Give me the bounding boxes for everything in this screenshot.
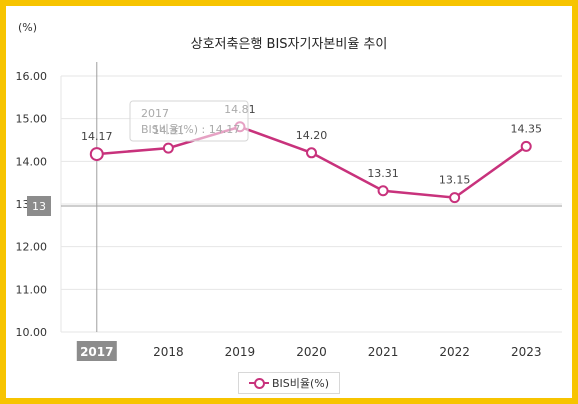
- y-tick-label: 14.00: [16, 155, 48, 168]
- x-tick-label: 2019: [225, 345, 256, 359]
- data-point[interactable]: [377, 185, 389, 197]
- crosshair-y-label: 13: [32, 200, 46, 213]
- data-point[interactable]: [306, 147, 317, 159]
- data-label: 14.35: [510, 122, 542, 135]
- y-tick-label: 12.00: [16, 241, 48, 254]
- x-tick-label: 2021: [368, 345, 399, 359]
- x-tick-label: 2023: [511, 345, 542, 359]
- legend-label: BIS비율(%): [271, 377, 330, 390]
- data-label: 13.31: [367, 167, 399, 180]
- data-label: 13.15: [439, 174, 471, 187]
- crosshair-y-label-box: [27, 196, 51, 216]
- x-tick-label: 2018: [153, 345, 184, 359]
- x-axis-ticks: 2017 2018 2019 2020 2021 2022 2023: [76, 341, 542, 361]
- data-point[interactable]: [520, 140, 532, 152]
- legend-marker-icon: [248, 378, 269, 389]
- tooltip-text: BIS비율(%) : 14.17: [141, 123, 240, 136]
- y-tick-label: 11.00: [16, 283, 48, 296]
- data-point[interactable]: [449, 192, 461, 204]
- legend-item-bis[interactable]: BIS비율(%): [238, 372, 340, 394]
- data-point[interactable]: [89, 147, 104, 162]
- y-unit-label: (%): [18, 21, 37, 34]
- x-tick-highlight: [76, 341, 117, 361]
- tooltip-box: [129, 100, 249, 142]
- crosshair: 13: [27, 62, 562, 332]
- data-point[interactable]: [162, 142, 174, 154]
- tooltip: 2017 BIS비율(%) : 14.17: [129, 100, 249, 142]
- x-tick-label: 2017: [80, 345, 113, 359]
- data-label: 14.17: [81, 130, 113, 143]
- tooltip-title: 2017: [141, 107, 169, 120]
- y-tick-label: 16.00: [16, 70, 48, 83]
- y-tick-label: 15.00: [16, 113, 48, 126]
- x-tick-label: 2020: [296, 345, 327, 359]
- y-tick-label: 10.00: [16, 326, 48, 339]
- data-label: 14.20: [296, 129, 328, 142]
- chart-title: 상호저축은행 BIS자기자본비율 추이: [191, 36, 388, 52]
- x-tick-label: 2022: [439, 345, 470, 359]
